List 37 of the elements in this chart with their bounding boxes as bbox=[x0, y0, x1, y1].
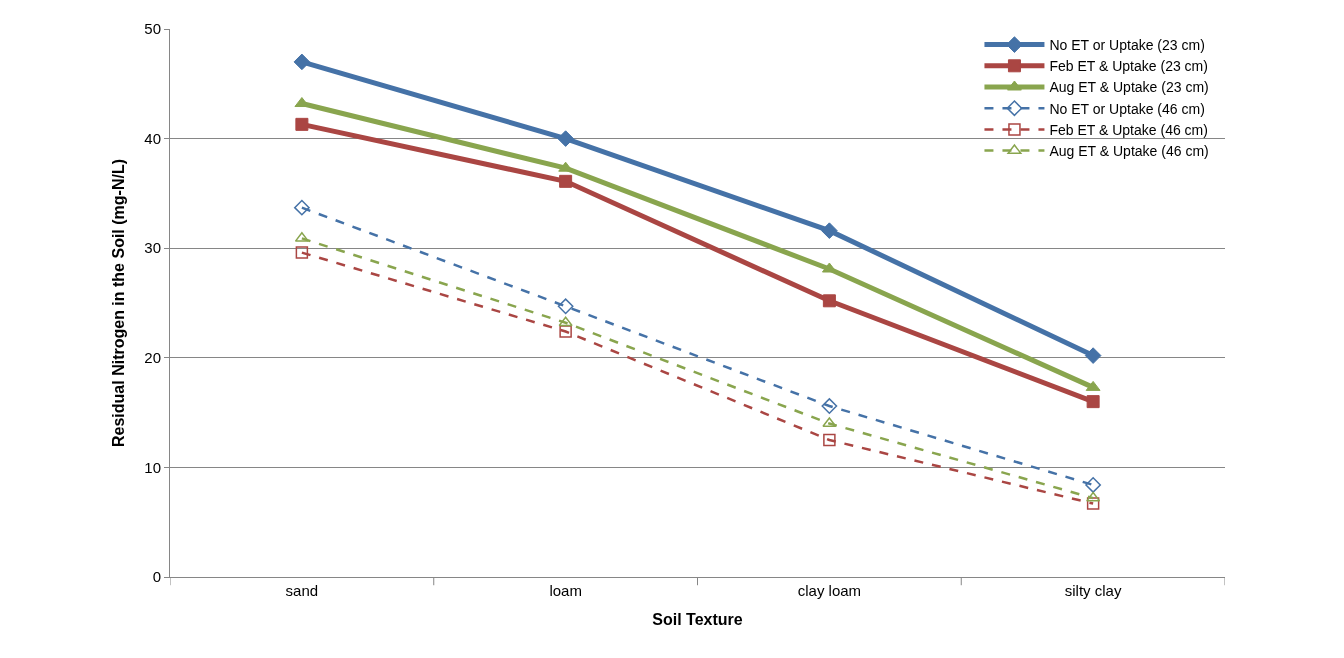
point bbox=[1086, 497, 1100, 510]
y-tick-label: 0 bbox=[152, 568, 161, 586]
legend-label: Aug ET & Uptake (46 cm) bbox=[1049, 143, 1209, 160]
point bbox=[295, 246, 309, 259]
point bbox=[821, 398, 838, 414]
point bbox=[1085, 477, 1102, 493]
legend-label: No ET or Uptake (23 cm) bbox=[1049, 37, 1205, 54]
point bbox=[1084, 347, 1102, 364]
y-tick-label: 40 bbox=[144, 129, 161, 147]
point bbox=[293, 53, 311, 71]
point bbox=[822, 294, 836, 308]
y-axis-title: Residual Nitrogen in the Soil (mg-N/L) bbox=[110, 159, 128, 447]
legend-label: Feb ET & Uptake (23 cm) bbox=[1049, 58, 1208, 75]
x-tick-label: loam bbox=[549, 582, 582, 599]
point bbox=[558, 316, 573, 327]
point bbox=[1086, 491, 1101, 502]
point bbox=[295, 117, 309, 131]
x-tick-label: sand bbox=[285, 582, 319, 599]
y-tick-label: 50 bbox=[144, 20, 161, 38]
point bbox=[559, 174, 573, 188]
x-tick-label: silty clay bbox=[1064, 582, 1122, 599]
x-tick-label: clay loam bbox=[797, 582, 862, 599]
point bbox=[821, 222, 838, 239]
legend-label: No ET or Uptake (46 cm) bbox=[1049, 100, 1205, 117]
legend-label: Feb ET & Uptake (46 cm) bbox=[1049, 121, 1208, 138]
point bbox=[293, 199, 310, 216]
point bbox=[823, 433, 836, 447]
point bbox=[559, 325, 572, 338]
x-axis-title: Soil Texture bbox=[652, 610, 743, 628]
point bbox=[1086, 395, 1100, 409]
y-tick-label: 30 bbox=[144, 239, 161, 257]
point bbox=[822, 417, 837, 428]
y-tick-label: 20 bbox=[144, 349, 161, 367]
y-tick-label: 10 bbox=[144, 458, 161, 476]
legend-label: Aug ET & Uptake (23 cm) bbox=[1049, 79, 1209, 96]
point bbox=[557, 130, 574, 147]
point bbox=[557, 298, 574, 315]
